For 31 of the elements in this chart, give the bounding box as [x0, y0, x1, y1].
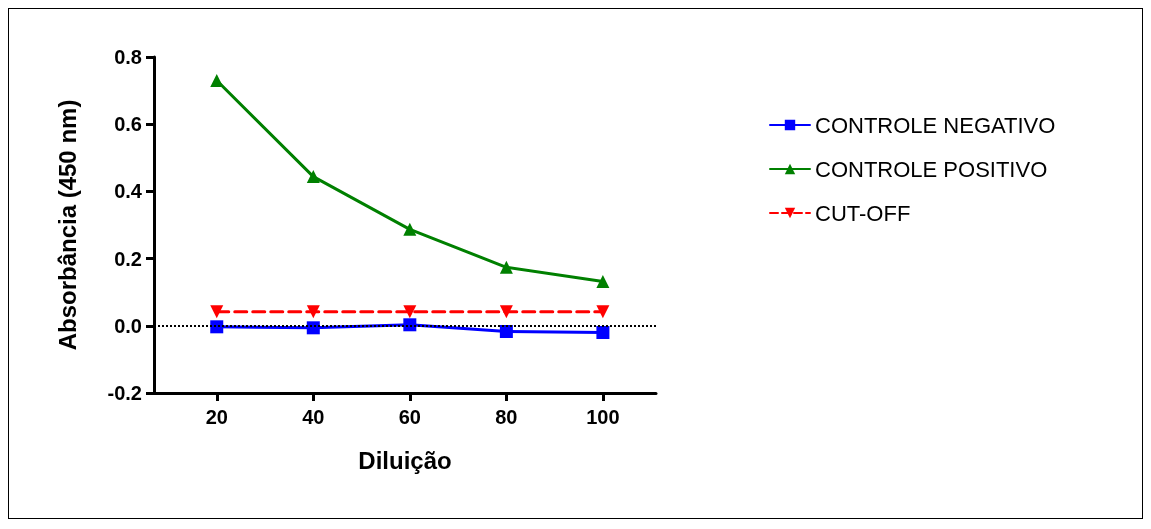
- point: [403, 222, 417, 236]
- point: [210, 305, 224, 319]
- y-tick-label: 0.8: [114, 46, 142, 68]
- legend-label: CUT-OFF: [815, 200, 911, 226]
- point: [596, 274, 610, 288]
- y-tick-label: 0.0: [114, 314, 142, 337]
- legend-label: CONTROLE NEGATIVO: [815, 112, 1056, 138]
- x-tick-label: 20: [205, 406, 228, 428]
- y-tick-label: -0.2: [107, 382, 142, 404]
- x-tick-label: 60: [398, 406, 421, 428]
- point: [210, 320, 224, 334]
- point: [306, 305, 320, 319]
- y-tick-label: 0.2: [114, 247, 142, 270]
- point: [210, 74, 224, 88]
- y-tick-label: 0.6: [114, 113, 142, 136]
- legend-label: CONTROLE POSITIVO: [815, 156, 1048, 182]
- point: [596, 326, 610, 340]
- point: [403, 305, 417, 319]
- point: [499, 260, 513, 274]
- point: [306, 170, 320, 184]
- x-tick-label: 100: [586, 406, 620, 428]
- x-tick-label: 40: [302, 406, 325, 428]
- point: [306, 321, 320, 335]
- x-axis-title: Diluição: [358, 446, 452, 474]
- y-axis-title: Absorbância (450 nm): [53, 99, 81, 351]
- point: [403, 318, 417, 332]
- point: [499, 325, 513, 339]
- y-tick-label: 0.4: [114, 180, 143, 203]
- point: [499, 305, 513, 319]
- x-tick-label: 80: [495, 406, 518, 428]
- point: [596, 305, 610, 319]
